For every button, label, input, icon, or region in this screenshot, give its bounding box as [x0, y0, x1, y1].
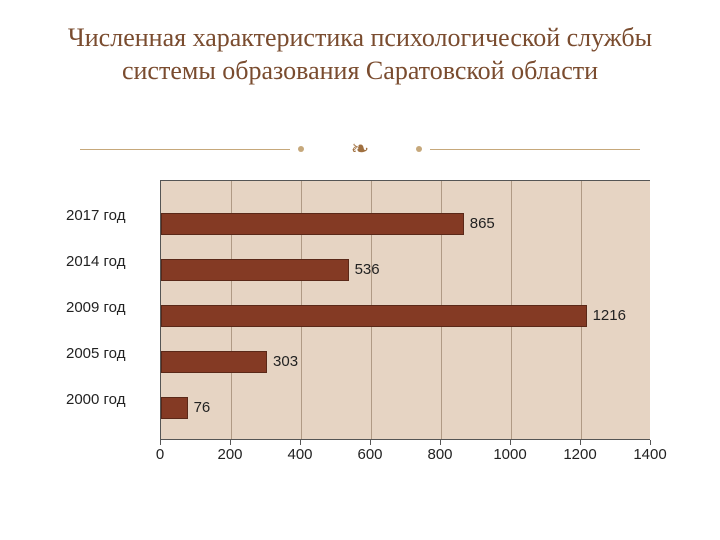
- x-tick-label: 200: [217, 446, 242, 463]
- bar: [161, 305, 587, 327]
- x-axis: 0200400600800100012001400: [160, 440, 650, 470]
- bar-value-label: 76: [194, 399, 211, 416]
- bar: [161, 259, 349, 281]
- x-tick-label: 400: [287, 446, 312, 463]
- plot-area: 865 536 1216 303 76: [160, 180, 650, 440]
- x-tick-label: 1400: [633, 446, 666, 463]
- divider-ornament: ❧: [0, 138, 720, 162]
- bar-chart: 2017 год 2014 год 2009 год 2005 год 2000 год…: [66, 180, 654, 480]
- x-tick-label: 600: [357, 446, 382, 463]
- slide: Численная характеристика психологической…: [0, 0, 720, 540]
- bar: [161, 213, 464, 235]
- category-label: 2017 год: [66, 207, 154, 224]
- category-label: 2000 год: [66, 391, 154, 408]
- category-label: 2014 год: [66, 253, 154, 270]
- slide-title: Численная характеристика психологической…: [60, 22, 660, 87]
- bar-value-label: 1216: [593, 307, 626, 324]
- bar-value-label: 865: [470, 215, 495, 232]
- x-tick-label: 1000: [493, 446, 526, 463]
- y-axis-labels: 2017 год 2014 год 2009 год 2005 год 2000 год: [66, 188, 154, 428]
- bar-value-label: 303: [273, 353, 298, 370]
- category-label: 2005 год: [66, 345, 154, 362]
- x-tick-label: 0: [156, 446, 164, 463]
- bar-value-label: 536: [355, 261, 380, 278]
- bar: [161, 351, 267, 373]
- x-tick-label: 1200: [563, 446, 596, 463]
- bar: [161, 397, 188, 419]
- category-label: 2009 год: [66, 299, 154, 316]
- ornament-glyph: ❧: [350, 136, 370, 162]
- x-tick-label: 800: [427, 446, 452, 463]
